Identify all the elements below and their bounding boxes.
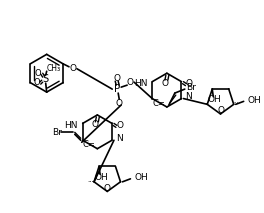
Text: O: O xyxy=(114,74,121,83)
Text: OH: OH xyxy=(134,173,148,182)
Text: C=: C= xyxy=(82,140,95,149)
Text: O: O xyxy=(127,78,134,87)
Text: ···: ··· xyxy=(88,179,95,185)
Text: O: O xyxy=(92,120,99,129)
Text: O: O xyxy=(104,184,111,193)
Text: O: O xyxy=(69,64,77,73)
Text: O: O xyxy=(186,79,193,88)
Text: O: O xyxy=(161,79,168,88)
Text: OH: OH xyxy=(248,96,261,105)
Text: N: N xyxy=(186,92,192,101)
Text: N: N xyxy=(116,134,123,143)
Text: O: O xyxy=(116,99,123,108)
Text: Br: Br xyxy=(52,128,62,137)
Text: CH₃: CH₃ xyxy=(47,64,61,73)
Text: ···: ··· xyxy=(201,101,208,107)
Text: HN: HN xyxy=(64,121,78,130)
Text: O: O xyxy=(116,121,123,130)
Text: C=: C= xyxy=(152,99,165,108)
Text: Br: Br xyxy=(186,83,196,92)
Text: ···: ··· xyxy=(232,100,239,106)
Text: O: O xyxy=(217,106,224,115)
Text: S: S xyxy=(43,74,49,84)
Text: P: P xyxy=(114,84,120,94)
Text: OH: OH xyxy=(208,95,221,104)
Text: O: O xyxy=(34,69,41,78)
Text: OH: OH xyxy=(94,173,108,182)
Text: O: O xyxy=(34,78,40,87)
Text: HN: HN xyxy=(134,79,147,88)
